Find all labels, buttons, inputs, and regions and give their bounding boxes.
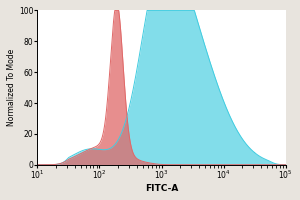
Y-axis label: Normalized To Mode: Normalized To Mode [7,49,16,126]
X-axis label: FITC-A: FITC-A [145,184,178,193]
